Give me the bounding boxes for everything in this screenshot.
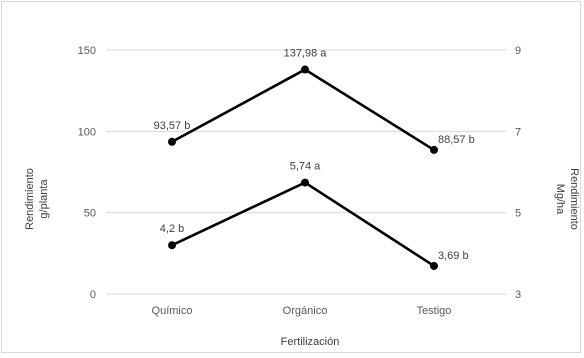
data-point bbox=[301, 178, 309, 187]
series-group bbox=[168, 65, 438, 270]
left-tick-label: 0 bbox=[90, 289, 96, 301]
data-label: 88,57 b bbox=[438, 134, 475, 146]
data-label: 93,57 b bbox=[154, 120, 191, 132]
data-label: 5,74 a bbox=[290, 161, 321, 173]
data-label: 137,98 a bbox=[284, 48, 328, 60]
left-axis-title-line-1: Rendimiento bbox=[24, 168, 36, 230]
right-tick-label: 3 bbox=[515, 289, 521, 301]
x-axis-ticks: Químico Orgánico Testigo bbox=[152, 305, 452, 317]
data-point bbox=[168, 137, 176, 146]
x-tick-label: Orgánico bbox=[283, 305, 328, 317]
data-point bbox=[168, 241, 176, 250]
data-point bbox=[430, 261, 438, 270]
left-tick-label: 150 bbox=[78, 45, 96, 57]
left-tick-label: 50 bbox=[84, 208, 96, 220]
chart-frame: 0 50 100 150 3 5 7 9 Químico Orgánico Testigo 93… bbox=[1, 1, 581, 353]
data-point bbox=[430, 145, 438, 154]
x-axis-title: Fertilización bbox=[281, 336, 340, 348]
data-labels: 93,57 b 137,98 a 88,57 b 4,2 b 5,74 a 3,69 b bbox=[154, 48, 475, 262]
left-axis-title-line-2: g/planta bbox=[38, 179, 50, 219]
right-tick-label: 5 bbox=[515, 208, 521, 220]
gridlines bbox=[106, 49, 506, 295]
right-axis-title-line-2: Mg/ha bbox=[554, 184, 566, 215]
data-label: 4,2 b bbox=[160, 223, 184, 235]
left-axis-title: Rendimiento g/planta bbox=[24, 168, 50, 230]
right-tick-label: 9 bbox=[515, 45, 521, 57]
data-point bbox=[301, 65, 309, 74]
left-tick-label: 100 bbox=[78, 126, 96, 138]
series-line bbox=[171, 68, 435, 152]
right-tick-label: 7 bbox=[515, 126, 521, 138]
right-axis-title-line-1: Rendimiento bbox=[568, 168, 580, 230]
x-tick-label: Químico bbox=[152, 305, 193, 317]
left-axis-ticks: 0 50 100 150 bbox=[78, 45, 96, 301]
series-line bbox=[171, 181, 435, 268]
data-label: 3,69 b bbox=[438, 250, 469, 262]
x-tick-label: Testigo bbox=[417, 305, 452, 317]
right-axis-ticks: 3 5 7 9 bbox=[515, 45, 521, 301]
right-axis-title: Rendimiento Mg/ha bbox=[554, 168, 580, 230]
